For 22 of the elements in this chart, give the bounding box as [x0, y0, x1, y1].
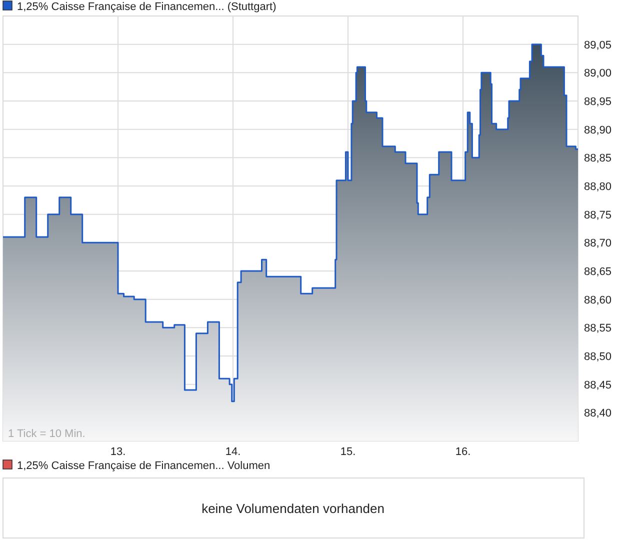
y-tick-label: 88,75: [584, 209, 612, 222]
legend-label: 1,25% Caisse Française de Financemen... Volumen: [17, 460, 270, 472]
y-tick-label: 88,80: [584, 181, 612, 193]
y-tick-label: 88,40: [584, 408, 612, 420]
x-tick-label: 15.: [340, 446, 356, 458]
x-tick-label: 16.: [455, 446, 471, 458]
y-tick-label: 88,50: [584, 351, 612, 363]
y-tick-label: 88,90: [584, 124, 612, 136]
annotation: 1 Tick = 10 Min.: [8, 428, 86, 440]
y-tick-label: 88,45: [584, 379, 612, 392]
y-tick-label: 88,65: [584, 266, 612, 278]
y-tick-label: 88,70: [584, 238, 612, 250]
x-tick-label: 13.: [110, 446, 126, 458]
y-tick-label: 88,55: [584, 322, 612, 335]
legend-label: 1,25% Caisse Française de Financemen... (Stuttgart): [17, 1, 276, 13]
y-tick-label: 89,05: [584, 39, 612, 52]
y-tick-label: 88,95: [584, 96, 612, 108]
y-tick-label: 89,00: [584, 68, 612, 80]
y-tick-label: 88,85: [584, 152, 612, 165]
y-tick-label: 88,60: [584, 294, 612, 306]
x-tick-label: 14.: [225, 446, 241, 458]
text: keine Volumendaten vorhanden: [202, 501, 384, 516]
